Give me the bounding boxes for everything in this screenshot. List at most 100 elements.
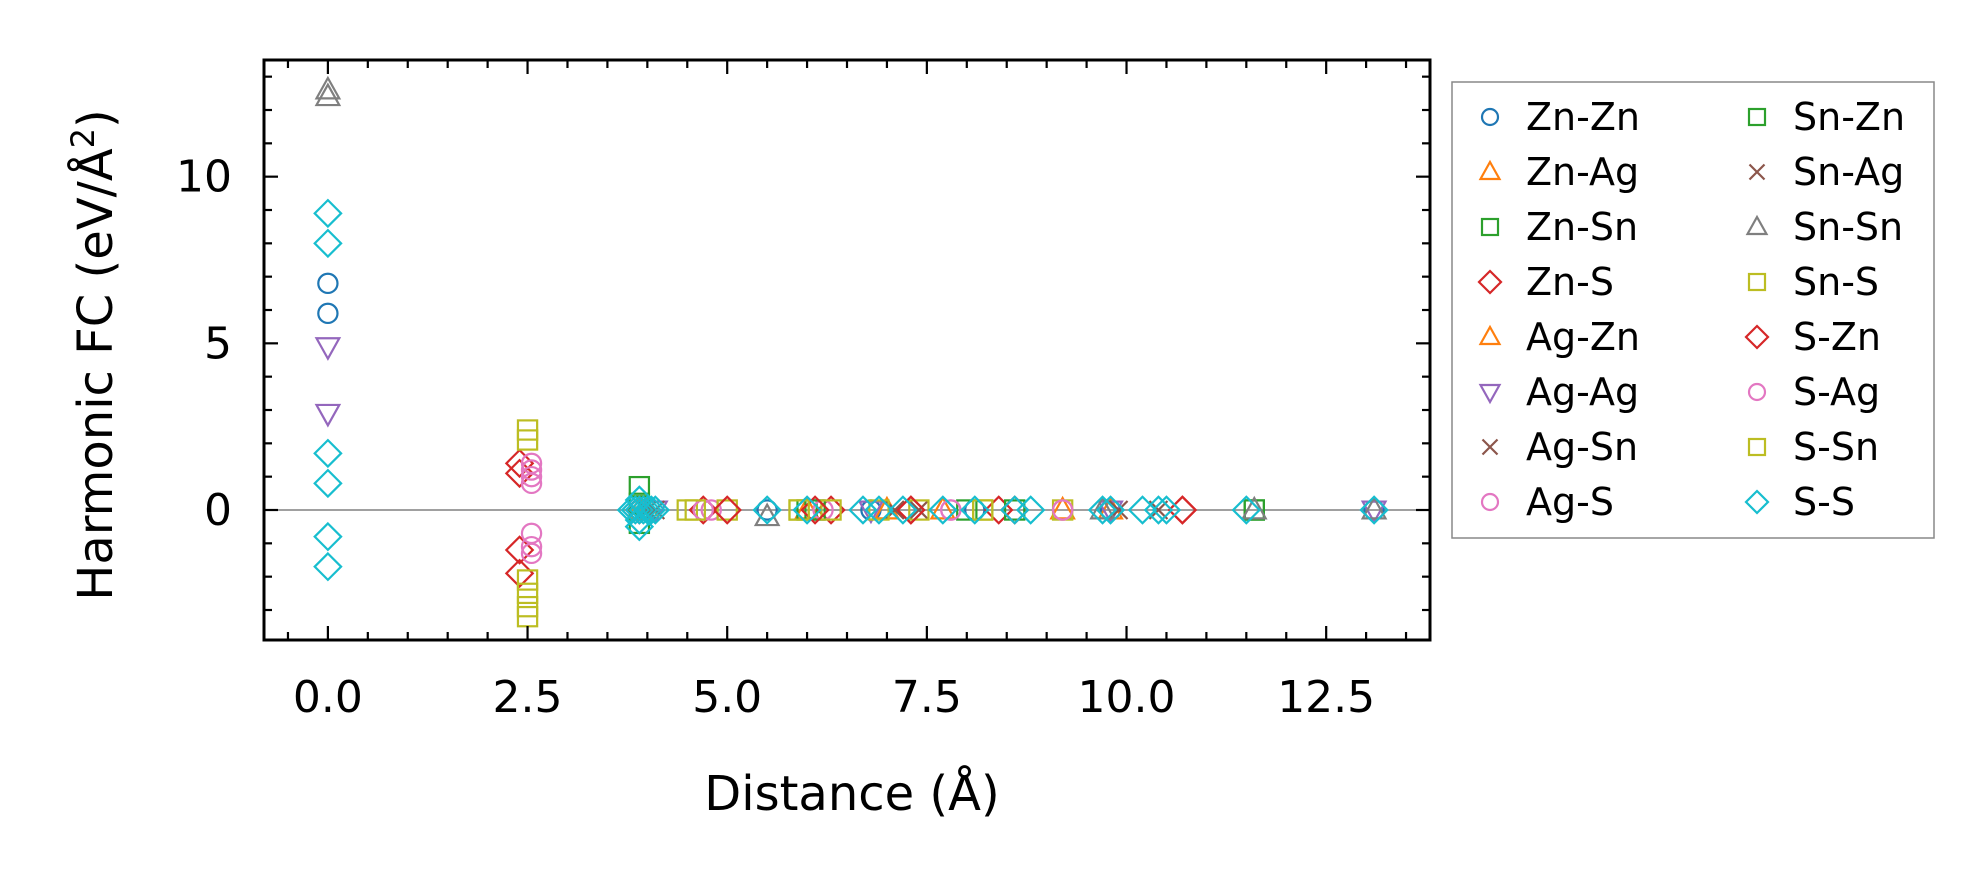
data-point-Zn-S	[983, 495, 1014, 525]
data-point-S-S	[624, 505, 655, 535]
legend-label: Ag-S	[1526, 480, 1614, 524]
data-point-S-S	[848, 495, 878, 525]
legend-entry: Ag-S	[1480, 480, 1614, 524]
data-point-S-S	[1143, 495, 1174, 525]
x-tick-label: 0.0	[293, 672, 363, 723]
legend-label: Zn-Ag	[1526, 150, 1639, 194]
y-tick-label: 10	[176, 152, 232, 203]
data-point-S-S	[313, 468, 343, 499]
legend-entry: Sn-S	[1747, 260, 1879, 304]
series-S-S	[313, 198, 1389, 582]
y-tick-label: 5	[204, 318, 232, 369]
data-point-Ag-S	[700, 499, 722, 521]
legend-entry: Zn-Zn	[1480, 95, 1640, 139]
x-tick-label: 12.5	[1277, 672, 1375, 723]
data-point-Zn-S	[504, 448, 535, 479]
legend-marker-Zn-Ag	[1478, 159, 1502, 181]
data-point-Ag-Ag	[857, 500, 885, 525]
legend-marker-Sn-Zn	[1747, 107, 1767, 127]
legend-label: Ag-Sn	[1526, 425, 1638, 469]
data-point-Ag-S	[520, 535, 543, 558]
data-point-S-Ag	[520, 459, 543, 481]
data-point-Sn-S	[516, 429, 539, 451]
data-point-Ag-S	[520, 542, 543, 565]
legend-marker-Ag-Zn	[1478, 324, 1502, 346]
y-axis-title: Harmonic FC (eV/Å2)	[64, 109, 124, 601]
data-point-S-S	[1151, 495, 1182, 525]
data-point-S-S	[313, 521, 343, 552]
legend-marker-S-Ag	[1747, 382, 1767, 402]
data-point-S-Zn	[1167, 495, 1198, 525]
data-point-Zn-Zn	[1363, 499, 1385, 521]
data-point-S-S	[636, 495, 667, 525]
data-point-S-S	[928, 495, 958, 525]
legend: Zn-Zn Zn-Ag Zn-Sn Zn-S Ag-Zn Ag-Ag Ag-Sn Ag-S Sn…	[1477, 95, 1905, 524]
legend-marker-Sn-Ag	[1748, 163, 1766, 181]
legend-label: Zn-S	[1526, 260, 1614, 304]
legend-marker-Ag-Ag	[1478, 383, 1502, 405]
legend-label: Sn-Zn	[1793, 95, 1905, 139]
legend-marker-Ag-Sn	[1481, 438, 1499, 456]
legend-marker-Zn-Sn	[1480, 217, 1500, 237]
data-point-Zn-S	[504, 458, 535, 489]
data-point-S-S	[864, 495, 894, 525]
data-point-Sn-Zn	[1004, 499, 1026, 521]
data-point-Sn-Sn	[314, 82, 342, 107]
legend-label: Sn-Sn	[1793, 205, 1903, 249]
legend-entry: Ag-Zn	[1478, 315, 1640, 359]
data-point-Ag-Ag	[314, 403, 342, 428]
data-point-Ag-Ag	[1360, 500, 1388, 525]
data-point-S-S	[752, 495, 782, 525]
legend-marker-Zn-Zn	[1480, 107, 1500, 127]
legend-box	[1451, 81, 1935, 539]
legend-label: S-S	[1793, 480, 1855, 524]
data-point-Sn-S	[516, 582, 539, 605]
data-point-Zn-Zn	[317, 302, 339, 325]
plot-marks	[264, 75, 1430, 628]
legend-marker-Ag-S	[1480, 492, 1500, 512]
legend-entry: S-Zn	[1744, 315, 1881, 359]
legend-marker-Sn-S	[1747, 272, 1767, 292]
legend-entry: Ag-Ag	[1478, 370, 1639, 414]
series-Sn-Sn	[314, 75, 1388, 527]
legend-entry: Zn-S	[1477, 260, 1614, 304]
data-point-S-S	[313, 198, 343, 229]
data-point-Sn-S	[716, 499, 738, 521]
data-point-Ag-S	[520, 472, 543, 495]
legend-marker-S-Sn	[1747, 437, 1767, 457]
data-point-S-S	[1127, 495, 1158, 525]
legend-entry: Zn-Sn	[1480, 205, 1638, 249]
y-tick-label: 0	[204, 485, 232, 536]
x-tick-label: 5.0	[692, 672, 762, 723]
x-axis-title: Distance (Å)	[704, 765, 999, 822]
data-point-Zn-Zn	[1099, 499, 1122, 521]
data-point-S-S	[624, 511, 655, 542]
legend-label: Sn-S	[1793, 260, 1879, 304]
data-point-Sn-Sn	[1360, 495, 1388, 520]
data-point-S-S	[628, 495, 659, 525]
data-point-S-Ag	[1051, 499, 1074, 521]
data-point-S-S	[960, 495, 990, 525]
data-point-Sn-S	[516, 569, 539, 591]
legend-label: Sn-Ag	[1793, 150, 1904, 194]
data-point-Sn-Sn	[753, 502, 781, 527]
legend-label: S-Ag	[1793, 370, 1880, 414]
plot-frame	[262, 58, 1432, 642]
legend-marker-S-S	[1744, 489, 1770, 515]
data-point-S-S	[313, 438, 343, 469]
data-point-Sn-Sn	[1241, 495, 1268, 520]
data-point-S-S	[1015, 495, 1046, 525]
data-point-Zn-Zn	[317, 272, 339, 295]
legend-entry: S-Sn	[1747, 425, 1879, 469]
data-point-S-Zn	[800, 495, 830, 525]
data-point-S-S	[1095, 495, 1126, 525]
data-point-Ag-S	[520, 465, 543, 488]
data-point-Zn-Zn	[756, 499, 778, 521]
legend-entry: Sn-Zn	[1747, 95, 1905, 139]
legend-label: Ag-Zn	[1526, 315, 1640, 359]
data-point-Zn-Ag	[929, 495, 957, 520]
data-point-S-S	[313, 551, 343, 582]
data-point-S-Zn	[712, 495, 742, 525]
legend-entry: Zn-Ag	[1478, 150, 1639, 194]
